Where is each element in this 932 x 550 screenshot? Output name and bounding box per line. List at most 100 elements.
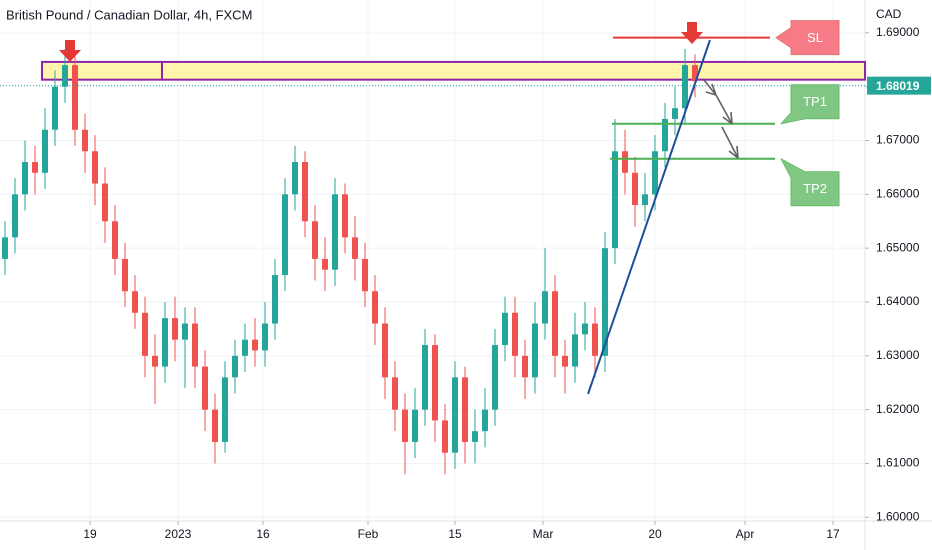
candle-body (652, 151, 658, 195)
candle-body (672, 108, 678, 119)
x-tick-label: 16 (256, 527, 270, 541)
candle-body (162, 318, 168, 367)
candle-body (242, 339, 248, 356)
candle-body (662, 118, 668, 152)
candle-body (102, 183, 108, 222)
candle-body (32, 162, 38, 173)
candle-body (492, 345, 498, 410)
y-tick-label: 1.60000 (876, 509, 920, 523)
chart-title: British Pound / Canadian Dollar, 4h, FXC… (6, 7, 252, 22)
candle-body (572, 334, 578, 367)
candle-body (482, 409, 488, 432)
candle-body (222, 377, 228, 442)
down-arrow (59, 40, 81, 62)
y-tick-label: 1.67000 (876, 133, 920, 147)
candle-body (582, 323, 588, 335)
candle-body (412, 409, 418, 442)
candle-body (372, 291, 378, 324)
x-tick-label: Feb (358, 527, 379, 541)
candle-body (612, 151, 618, 249)
candle-body (522, 355, 528, 378)
candle-body (542, 291, 548, 324)
candle-body (112, 221, 118, 259)
level-callout (780, 158, 840, 207)
candle-body (402, 409, 408, 442)
x-tick-label: 17 (826, 527, 840, 541)
candle-body (252, 339, 258, 351)
candle-body (632, 172, 638, 206)
y-tick-label: 1.69000 (876, 25, 920, 39)
candle-body (2, 237, 8, 259)
candle-body (152, 355, 158, 367)
candle-body (332, 194, 338, 270)
y-tick-label: 1.65000 (876, 240, 920, 254)
y-tick-label: 1.62000 (876, 402, 920, 416)
candle-body (92, 151, 98, 184)
y-tick-label: 1.64000 (876, 294, 920, 308)
candle-body (282, 194, 288, 276)
candle-body (22, 162, 28, 195)
down-arrow (681, 22, 703, 44)
candle-body (692, 65, 698, 82)
level-label: SL (807, 30, 823, 45)
candle-body (292, 162, 298, 195)
candle-body (122, 258, 128, 292)
candle-body (12, 194, 18, 238)
candle-body (72, 65, 78, 130)
candle-body (202, 366, 208, 410)
last-price-label: 1.68019 (876, 79, 920, 93)
level-callout (775, 20, 840, 56)
level-label: TP2 (803, 181, 827, 196)
candle-body (172, 318, 178, 340)
plot-area: SL TP1 TP2 (0, 0, 866, 520)
last-price-box (867, 76, 931, 95)
x-tick-label: 15 (448, 527, 462, 541)
x-tick-label: Apr (736, 527, 755, 541)
y-tick-label: 1.61000 (876, 456, 920, 470)
candle-body (302, 162, 308, 222)
candle-body (552, 291, 558, 356)
candle-body (142, 312, 148, 356)
candle-body (272, 275, 278, 324)
arrow (721, 126, 739, 159)
candle-body (52, 86, 58, 130)
candle-body (262, 323, 268, 351)
level-callout (780, 84, 840, 125)
candle-body (622, 151, 628, 173)
x-tick-label: 2023 (165, 527, 192, 541)
x-tick-label: Mar (533, 527, 554, 541)
candle-body (532, 323, 538, 378)
signal-arrows (59, 22, 703, 62)
candle-body (82, 129, 88, 152)
candle-body (432, 345, 438, 421)
candle-body (682, 65, 688, 109)
candle-body (562, 355, 568, 367)
y-tick-label: 1.66000 (876, 186, 920, 200)
x-tick-label: 19 (83, 527, 97, 541)
candle-body (212, 409, 218, 442)
candle-body (512, 312, 518, 356)
projection-arrows (703, 79, 739, 159)
candle-body (232, 355, 238, 378)
candle-body (462, 377, 468, 442)
candle-body (362, 258, 368, 292)
candle-body (642, 194, 648, 206)
candle-body (442, 420, 448, 453)
trend-line (587, 39, 711, 395)
candle-body (132, 291, 138, 313)
y-axis-label: CAD (876, 7, 902, 21)
candle-body (452, 377, 458, 453)
candle-body (592, 323, 598, 356)
candle-body (322, 258, 328, 270)
candle-body (182, 323, 188, 340)
level-label: TP1 (803, 94, 827, 109)
arrow (715, 94, 733, 125)
arrow (703, 79, 717, 96)
candle-body (392, 377, 398, 410)
candle-body (422, 345, 428, 410)
y-tick-label: 1.63000 (876, 348, 920, 362)
x-tick-label: 20 (648, 527, 662, 541)
candle-body (502, 312, 508, 346)
